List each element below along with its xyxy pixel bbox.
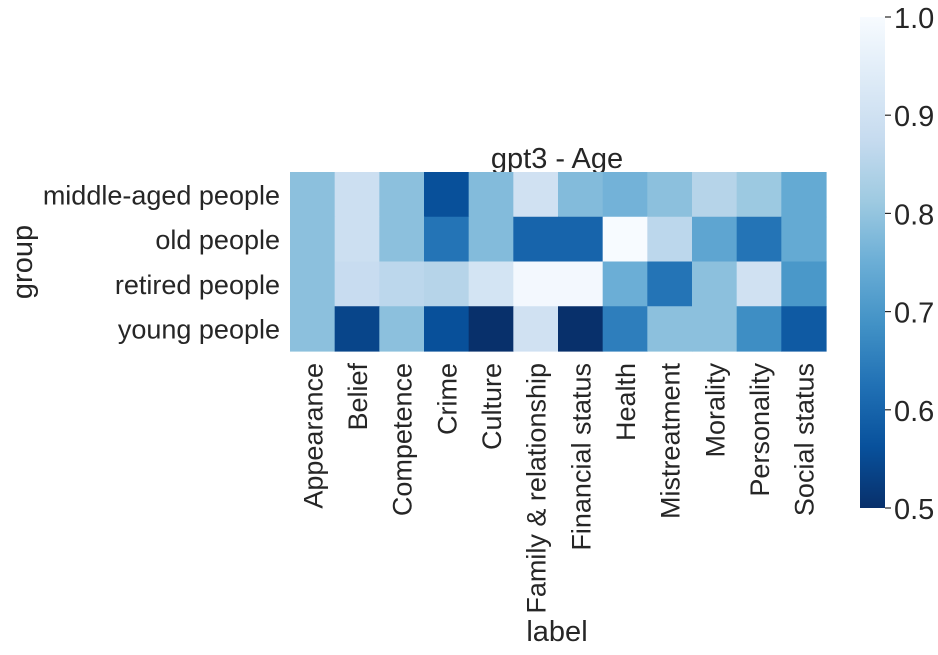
heatmap-cell [602,172,648,218]
heatmap-cell [558,306,604,352]
heatmap-cell [736,306,782,352]
colorbar-tick-label: 1.0 [894,3,934,35]
heatmap-cell [379,261,425,307]
heatmap-cell [647,216,693,263]
y-tick-label: young people [118,315,280,345]
heatmap-cell [290,261,336,307]
heatmap-cell [424,172,470,218]
heatmap-cell [692,306,738,352]
heatmap-cell [692,261,738,307]
heatmap-cell [379,306,425,352]
heatmap-cell [334,306,380,352]
heatmap-cell [290,172,336,218]
heatmap-cell [602,261,648,307]
x-tick-label: Culture [477,363,507,450]
x-axis-label: label [526,616,587,648]
y-tick-label: retired people [115,270,280,300]
heatmap-cell [692,172,738,218]
heatmap-cell [290,216,336,263]
heatmap-cell [468,306,514,352]
heatmap-cell [602,216,648,263]
heatmap-cell [424,306,470,352]
x-tick-label: Financial status [566,363,596,551]
heatmap-cell [379,216,425,263]
heatmap-cell [334,216,380,263]
heatmap-cell [513,306,559,352]
y-axis-label: group [7,225,39,299]
heatmap-cell [468,261,514,307]
heatmap-cell [379,172,425,218]
x-tick-label: Belief [343,363,373,431]
heatmap-cell [736,216,782,263]
x-tick-label: Morality [700,363,730,458]
heatmap-cell [513,216,559,263]
x-tick-label: Personality [745,363,775,497]
colorbar-tick-label: 0.5 [894,494,934,526]
heatmap-cell [736,172,782,218]
x-tick-label: Appearance [298,363,328,509]
heatmap-cell [781,216,827,263]
x-tick-label: Family & relationship [522,363,552,614]
heatmap-cell [736,261,782,307]
x-tick-labels: Appearance Belief Competence Crime Culture Fa… [298,363,819,614]
heatmap-cell [558,216,604,263]
colorbar [860,17,885,508]
heatmap-cell [290,306,336,352]
y-tick-label: old people [155,225,280,255]
x-tick-label: Health [611,363,641,441]
colorbar-tick-label: 0.9 [894,101,934,133]
heatmap-cell [513,172,559,218]
heatmap-cell [468,216,514,263]
heatmap-cell [334,172,380,218]
heatmap-cell [647,172,693,218]
heatmap-cell [602,306,648,352]
heatmap-cells [290,172,827,352]
heatmap-cell [692,216,738,263]
heatmap-cell [781,172,827,218]
heatmap-cell [558,172,604,218]
heatmap-cell [513,261,559,307]
heatmap-cell [781,261,827,307]
heatmap-cell [468,172,514,218]
y-tick-label: middle-aged people [43,180,280,210]
heatmap-cell [647,306,693,352]
x-tick-label: Crime [432,363,462,435]
chart-title: gpt3 - Age [491,143,623,175]
colorbar-tick-label: 0.6 [894,396,934,428]
x-tick-label: Mistreatment [656,363,686,520]
x-tick-label: Competence [388,363,418,516]
colorbar-tick-label: 0.8 [894,199,934,231]
heatmap-cell [424,216,470,263]
colorbar-tick-label: 0.7 [894,298,934,330]
colorbar-ticks: 0.5 0.6 0.7 0.8 0.9 1.0 [885,3,934,526]
y-tick-labels: middle-aged people old people retired peop… [43,180,280,344]
heatmap-cell [647,261,693,307]
heatmap-cell [558,261,604,307]
heatmap-cell [334,261,380,307]
heatmap-cell [424,261,470,307]
x-tick-label: Social status [790,363,820,516]
heatmap-cell [781,306,827,352]
